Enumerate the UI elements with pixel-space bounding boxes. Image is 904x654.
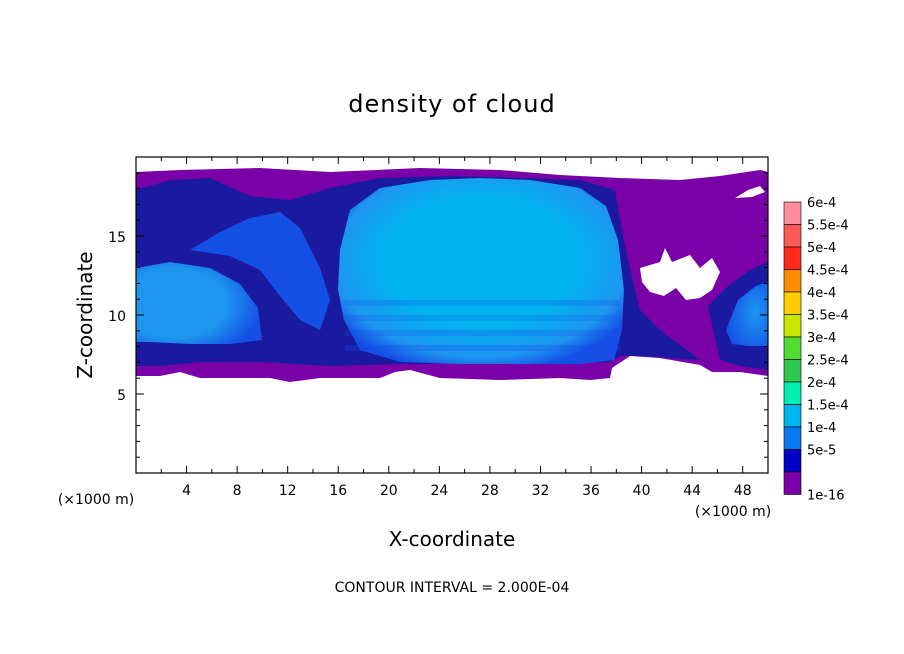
- x-tick-label: 4: [182, 483, 191, 499]
- x-tick-label: 12: [279, 483, 297, 499]
- colorbar-label: 3e-4: [807, 331, 836, 346]
- colorbar-label: 4.5e-4: [807, 264, 849, 279]
- white-gap-mid-right: [640, 248, 720, 300]
- x-tick-label: 44: [683, 483, 701, 499]
- colorbar-label: 1e-16: [807, 489, 845, 504]
- colorbar-label: 2.5e-4: [807, 354, 849, 369]
- colorbar-swatch: [783, 359, 802, 383]
- white-gap-top-right: [735, 186, 765, 198]
- colorbar-label: 6e-4: [807, 196, 836, 211]
- stratified-band: [345, 330, 620, 336]
- left-wisp: [190, 212, 330, 330]
- x-tick-label: 8: [233, 483, 242, 499]
- colorbar-swatch: [783, 269, 802, 293]
- right-cloud-core: [726, 282, 768, 346]
- x-tick-label: 40: [633, 483, 651, 499]
- colorbar-swatch: [783, 381, 802, 405]
- colorbar-label: 2e-4: [807, 376, 836, 391]
- colorbar-swatch: [783, 314, 802, 338]
- chart-title: density of cloud: [348, 90, 555, 118]
- stratified-band: [345, 300, 620, 306]
- stratified-band: [345, 345, 620, 351]
- colorbar-label: 3.5e-4: [807, 309, 849, 324]
- z-unit-label: (×1000 m): [58, 492, 134, 508]
- y-axis: 5 10 15: [108, 172, 768, 458]
- left-cloud-core: [136, 262, 262, 344]
- x-axis-title: X-coordinate: [389, 527, 516, 551]
- colorbar-swatch: [783, 449, 802, 473]
- x-tick-label: 24: [430, 483, 448, 499]
- y-tick-label: 15: [108, 230, 126, 246]
- colorbar-label: 5.5e-4: [807, 219, 849, 234]
- stratified-band: [345, 315, 620, 321]
- y-axis-title: Z-coordinate: [73, 251, 97, 378]
- colorbar-label: 5e-4: [807, 241, 836, 256]
- colorbar-swatch: [783, 291, 802, 315]
- x-tick-label: 48: [734, 483, 752, 499]
- colorbar-swatch: [783, 224, 802, 248]
- x-tick-label: 16: [329, 483, 347, 499]
- stratified-bands: [345, 300, 620, 351]
- x-tick-label: 28: [481, 483, 499, 499]
- x-unit-label: (×1000 m): [695, 504, 771, 520]
- colorbar-label: 4e-4: [807, 286, 836, 301]
- colorbar-swatch: [783, 246, 802, 270]
- colorbar-swatch: [783, 471, 802, 495]
- density-field: [136, 168, 768, 382]
- x-tick-label: 36: [582, 483, 600, 499]
- colorbar-label: 1e-4: [807, 421, 836, 436]
- colorbar-label: 1.5e-4: [807, 399, 849, 414]
- y-tick-label: 5: [117, 388, 126, 404]
- colorbar-swatch: [783, 336, 802, 360]
- x-axis: 4 8 12 16 20 24 28 32 36 40 44 48: [160, 157, 752, 499]
- contour-interval-note: CONTOUR INTERVAL = 2.000E-04: [335, 580, 570, 596]
- colorbar-swatch: [783, 426, 802, 450]
- colorbar-swatch: [783, 201, 802, 225]
- x-tick-label: 32: [532, 483, 550, 499]
- y-tick-label: 10: [108, 309, 126, 325]
- x-tick-label: 20: [380, 483, 398, 499]
- colorbar: 6e-4 5.5e-4 5e-4 4.5e-4 4e-4 3.5e-4 3e-4 2.5e-4…: [783, 196, 849, 504]
- colorbar-swatch: [783, 404, 802, 428]
- center-cloud-core: [338, 178, 624, 364]
- colorbar-label: 5e-5: [807, 444, 836, 459]
